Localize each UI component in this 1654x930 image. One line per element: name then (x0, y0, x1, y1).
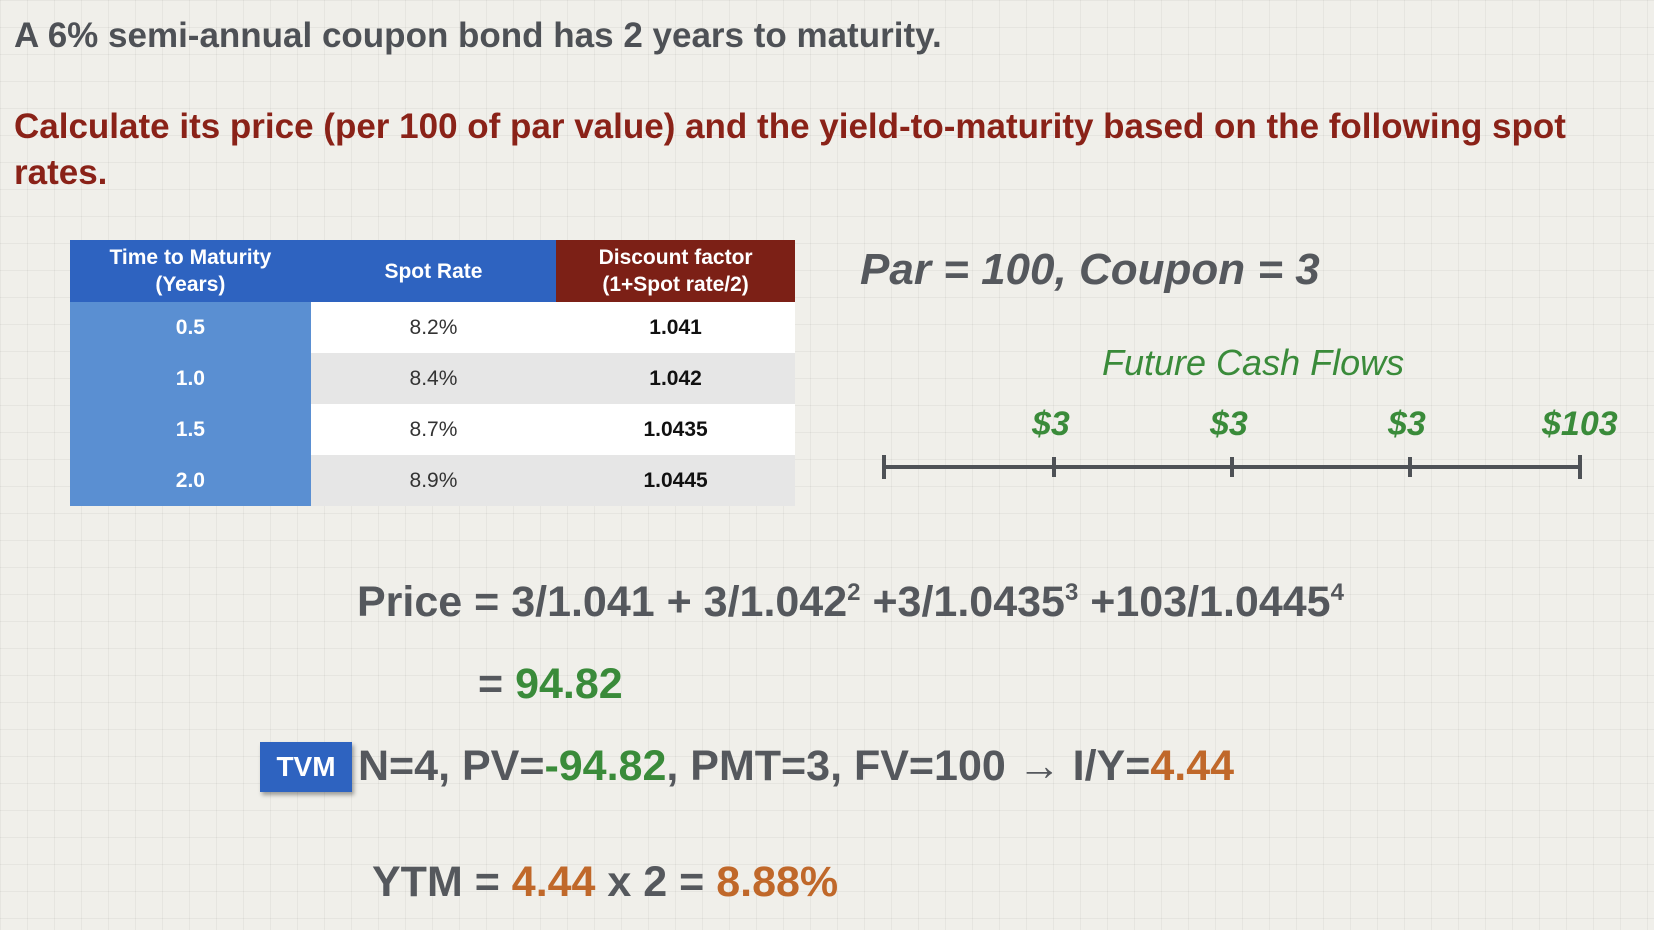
discount-factor-cell: 1.041 (556, 302, 795, 353)
price-label: Price = (357, 578, 512, 626)
discount-factor-cell: 1.0435 (556, 404, 795, 455)
discount-factor-cell: 1.0445 (556, 455, 795, 506)
price-exponent-2: 3 (1064, 579, 1079, 606)
tvm-iy: 4.44 (1150, 742, 1235, 790)
price-result: 94.82 (515, 660, 623, 708)
header-spot-rate: Spot Rate (310, 240, 557, 302)
tvm-inputs: N=4, PV=-94.82, PMT=3, FV=100 → I/Y=4.44 (358, 742, 1234, 791)
price-exponent-3: 4 (1330, 579, 1344, 606)
cash-flow-4: $103 (1542, 405, 1618, 443)
spot-rate-cell: 8.4% (310, 353, 557, 404)
spot-rate-cell: 8.9% (310, 455, 557, 506)
header-maturity: Time to Maturity (Years) (70, 240, 311, 302)
table-header-row: Time to Maturity (Years) Spot Rate Disco… (70, 240, 795, 302)
task-statement: Calculate its price (per 100 of par valu… (14, 107, 1566, 192)
tvm-badge: TVM (260, 742, 352, 792)
header-maturity-line1: Time to Maturity (109, 246, 272, 269)
spot-rate-cell: 8.2% (310, 302, 557, 353)
table-row: 1.5 8.7% 1.0435 (70, 404, 795, 455)
ytm-formula: YTM = 4.44 x 2 = 8.88% (372, 858, 838, 907)
future-cash-flows-title: Future Cash Flows (1102, 342, 1405, 383)
maturity-cell: 0.5 (70, 302, 311, 353)
maturity-cell: 2.0 (70, 455, 311, 506)
price-term-2: +3/1.0435 (860, 578, 1065, 626)
header-maturity-line2: (Years) (155, 273, 226, 296)
ytm-iy: 4.44 (511, 858, 596, 906)
header-discount-factor: Discount factor (1+Spot rate/2) (556, 240, 795, 302)
table-row: 1.0 8.4% 1.042 (70, 353, 795, 404)
spot-rate-table: Time to Maturity (Years) Spot Rate Disco… (70, 240, 795, 506)
tvm-part-2: , PMT=3, FV=100 → I/Y= (666, 742, 1151, 790)
price-term-1: 3/1.041 + 3/1.042 (511, 578, 848, 626)
cash-flow-timeline (882, 455, 1582, 479)
price-term-3: +103/1.0445 (1078, 578, 1331, 626)
maturity-cell: 1.0 (70, 353, 311, 404)
price-formula: Price = 3/1.041 + 3/1.0422 +3/1.04353 +1… (357, 578, 1344, 627)
ytm-result: 8.88% (716, 858, 839, 906)
header-df-line2: (1+Spot rate/2) (602, 273, 749, 296)
tvm-pv: -94.82 (544, 742, 667, 790)
price-equals: = (478, 660, 516, 708)
ytm-multiplier: x 2 = (595, 858, 717, 906)
problem-statement: A 6% semi-annual coupon bond has 2 years… (14, 16, 942, 55)
price-result-line: = 94.82 (478, 660, 623, 709)
discount-factor-cell: 1.042 (556, 353, 795, 404)
spot-rate-cell: 8.7% (310, 404, 557, 455)
table-row: 2.0 8.9% 1.0445 (70, 455, 795, 506)
maturity-cell: 1.5 (70, 404, 311, 455)
table-row: 0.5 8.2% 1.041 (70, 302, 795, 353)
par-coupon-label: Par = 100, Coupon = 3 (860, 245, 1320, 294)
header-df-line1: Discount factor (598, 246, 753, 269)
ytm-label: YTM = (372, 858, 512, 906)
price-exponent-1: 2 (847, 579, 861, 606)
cash-flow-2: $3 (1210, 405, 1248, 443)
cash-flow-1: $3 (1032, 405, 1070, 443)
tvm-part-1: N=4, PV= (358, 742, 545, 790)
cash-flow-3: $3 (1388, 405, 1426, 443)
